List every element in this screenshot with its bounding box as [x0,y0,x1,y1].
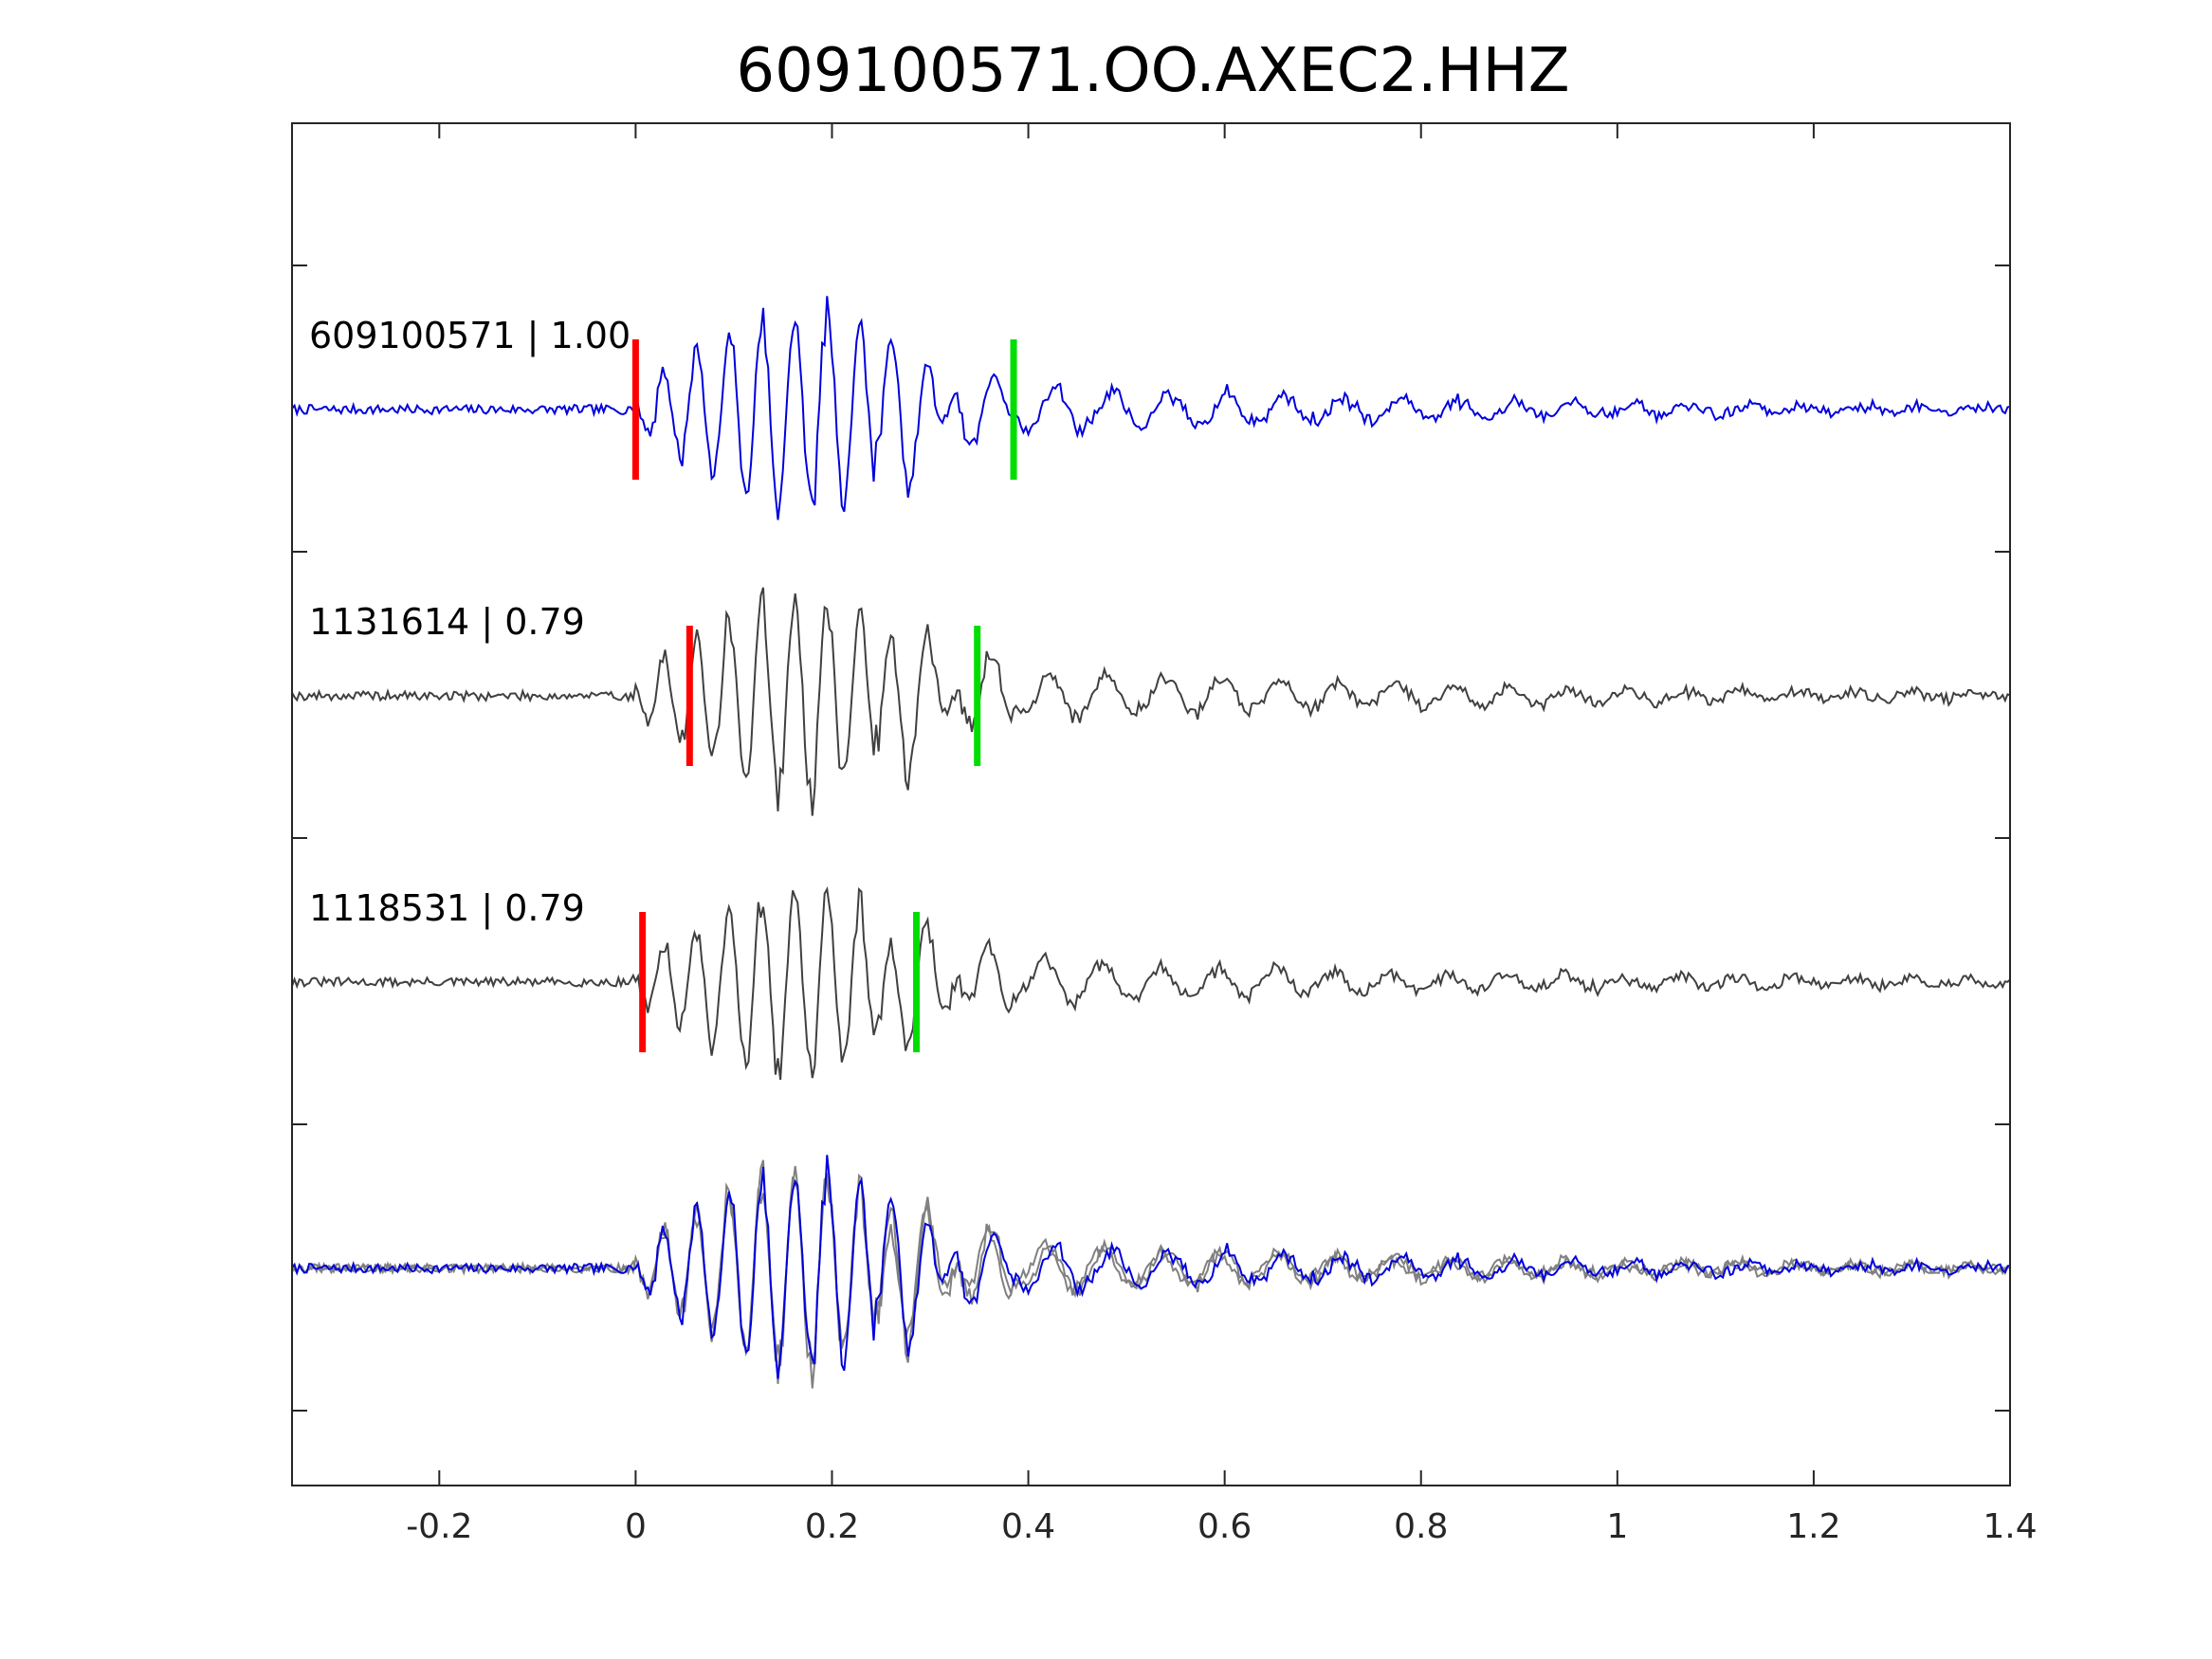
overlay-trace-line-0 [291,1155,2011,1379]
trace-line-1 [291,587,2011,816]
x-tick-label: 1 [1606,1507,1628,1546]
x-tick-label: 0.2 [805,1507,859,1546]
trace-line-0 [291,296,2011,520]
x-tick-label: 1.2 [1786,1507,1840,1546]
x-tick-label: 0.6 [1197,1507,1252,1546]
x-tick-labels: -0.2 0 0.2 0.4 0.6 0.8 1 1.2 1.4 [406,1507,2037,1546]
x-tick-label: 0.4 [1001,1507,1055,1546]
trace-label: 1131614 | 0.79 [309,601,585,644]
trace-label: 609100571 | 1.00 [309,315,631,357]
trace-label: 1118531 | 0.79 [309,887,585,930]
ticks-layer [292,123,2011,1486]
picks-layer [631,339,1017,1052]
plot-frame [291,122,2011,1486]
x-tick-label: 0.8 [1394,1507,1448,1546]
x-tick-label: -0.2 [406,1507,472,1546]
x-tick-label: 0 [625,1507,647,1546]
x-tick-label: 1.4 [1983,1507,2037,1546]
chart-title: 609100571.OO.AXEC2.HHZ [736,36,1569,106]
trace-line-2 [291,885,2011,1081]
trace-labels-layer: 609100571 | 1.00 1131614 | 0.79 1118531 | … [309,315,631,930]
traces-layer [291,296,2011,1389]
